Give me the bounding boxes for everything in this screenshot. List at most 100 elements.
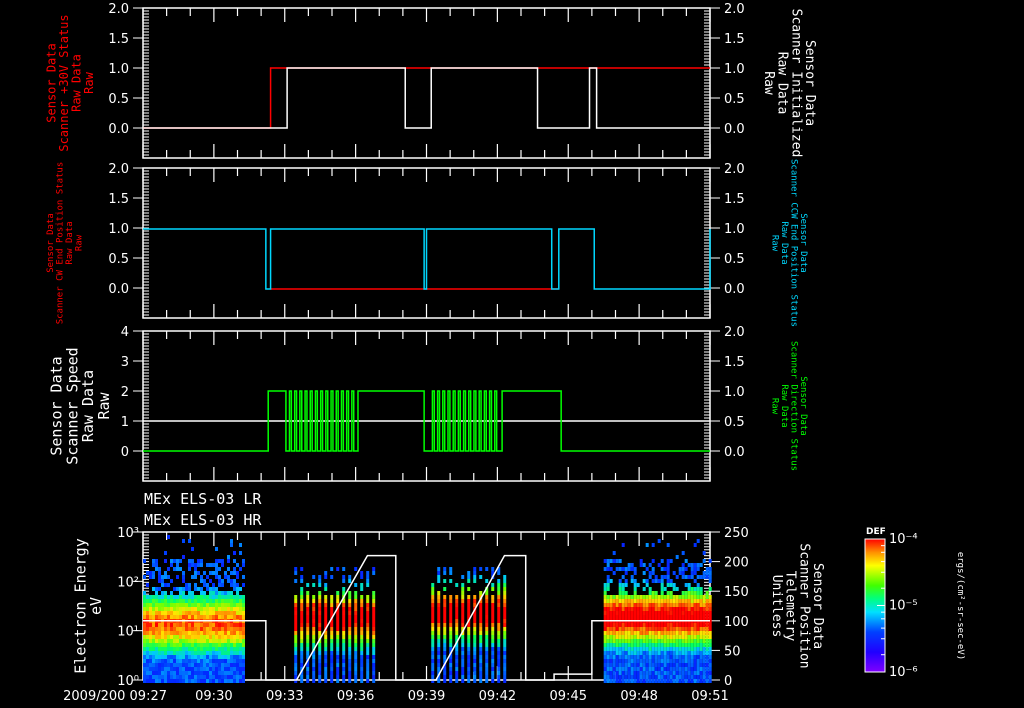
svg-text:Sensor Data: Sensor Data [44,43,58,122]
svg-text:Raw: Raw [95,391,113,419]
tick-label: 10⁰ [117,674,139,689]
tick-label: 0.0 [724,445,745,460]
svg-text:ergs/(cm²-sr-sec-eV): ergs/(cm²-sr-sec-eV) [955,552,965,660]
x-tick-label: 09:30 [195,689,232,704]
svg-text:Sensor Data: Sensor Data [810,563,825,649]
colorbar-tick-label: 10⁻⁵ [889,599,918,614]
tick-label: 1.5 [108,32,129,47]
svg-text:Scanner CCW End Position Statu: Scanner CCW End Position Status [789,159,799,327]
tick-label: 10¹ [117,625,139,640]
svg-text:Raw Data: Raw Data [70,54,84,112]
colorbar-tick-label: 10⁻⁶ [889,665,918,680]
svg-text:Scanner +30V Status: Scanner +30V Status [57,14,71,151]
tick-label: 100 [724,615,749,630]
svg-text:Scanner Direction Status: Scanner Direction Status [789,341,799,471]
panel-3 [133,330,720,482]
tick-label: 2.0 [724,325,745,340]
tick-label: 3 [121,355,129,370]
tick-label: 1.0 [724,385,745,400]
tick-label: 2.0 [724,2,745,17]
tick-label: 2 [121,385,129,400]
svg-text:Raw: Raw [82,71,96,93]
x-tick-label: 09:45 [550,689,587,704]
x-tick-label: 09:36 [337,689,374,704]
svg-text:Unitless: Unitless [769,575,784,638]
colorbar-unit-label: ergs/(cm²-sr-sec-eV) [955,552,965,660]
svg-text:Raw Data: Raw Data [779,384,789,427]
tick-label: 1.0 [108,62,129,77]
tick-label: 2.0 [108,162,129,177]
svg-text:Sensor Data: Sensor Data [798,213,808,273]
tick-label: 10³ [117,526,139,541]
tick-label: 1.0 [724,222,745,237]
tick-label: 0.5 [724,252,745,267]
tick-label: 0 [121,445,129,460]
svg-text:Raw Data: Raw Data [65,221,75,264]
colorbar-tick-label: 10⁻⁴ [889,532,918,547]
svg-text:Sensor Data: Sensor Data [46,213,56,273]
tick-label: 0.5 [724,92,745,107]
tick-label: 1.0 [724,62,745,77]
tick-label: 2.0 [108,2,129,17]
tick-label: 2.0 [724,162,745,177]
tick-label: 0.0 [108,282,129,297]
tick-label: 200 [724,556,749,571]
figure-title-hr: MEx ELS-03 HR [144,511,262,529]
spectrogram [143,535,712,683]
scanner-position-overlay [143,554,710,681]
svg-text:Raw Data: Raw Data [779,221,789,264]
svg-text:Sensor Data: Sensor Data [798,376,808,436]
svg-text:Scanner Speed: Scanner Speed [63,347,81,464]
x-tick-label: 09:33 [266,689,303,704]
tick-label: 0 [724,674,732,689]
tick-label: 1.5 [724,32,745,47]
x-tick-label: 09:51 [691,689,728,704]
tick-label: 4 [121,325,129,340]
tick-label: 1.0 [108,222,129,237]
svg-text:Raw: Raw [761,71,776,95]
colorbar-title: DEF [866,527,886,537]
series-line [143,67,710,129]
x-tick-label: 09:42 [479,689,516,704]
tick-label: 1.5 [108,192,129,207]
tick-label: 50 [724,644,741,659]
tick-label: 10² [117,575,139,590]
svg-text:Raw: Raw [770,398,780,415]
tick-label: 0.0 [108,122,129,137]
tick-label: 0.0 [724,282,745,297]
figure-title-lr: MEx ELS-03 LR [144,490,262,508]
svg-text:Electron Energy: Electron Energy [71,538,89,673]
panel-2-left-axis-title: Sensor Data Scanner CW End Position Statu… [46,162,84,325]
tick-label: 150 [724,585,749,600]
svg-text:Sensor Data: Sensor Data [48,356,66,455]
x-tick-label: 2009/200 09:27 [63,689,167,704]
x-tick-label: 09:48 [620,689,657,704]
svg-text:Scanner Initialized: Scanner Initialized [788,9,803,158]
svg-text:eV: eV [87,597,105,615]
series-line [143,67,710,129]
svg-text:Raw: Raw [770,235,780,252]
panel-2 [133,167,720,319]
svg-text:Telemetry: Telemetry [783,571,798,642]
tick-label: 1 [121,415,129,430]
tick-label: 0.5 [108,92,129,107]
x-tick-label: 09:39 [408,689,445,704]
tick-label: 0.5 [108,252,129,267]
svg-text:Raw Data: Raw Data [775,52,790,115]
tick-label: 0.5 [724,415,745,430]
svg-text:Sensor Data: Sensor Data [802,40,817,126]
svg-text:Raw: Raw [74,234,84,251]
series-line [143,228,711,290]
tick-label: 0.0 [724,122,745,137]
svg-text:Raw Data: Raw Data [79,370,97,442]
tick-label: 1.5 [724,192,745,207]
svg-text:Scanner CW End Position Status: Scanner CW End Position Status [55,162,65,325]
